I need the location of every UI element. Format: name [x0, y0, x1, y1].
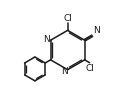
- Text: N: N: [61, 67, 68, 76]
- Text: N: N: [94, 26, 100, 35]
- Text: Cl: Cl: [86, 64, 95, 73]
- Text: Cl: Cl: [63, 14, 72, 23]
- Text: N: N: [44, 35, 50, 44]
